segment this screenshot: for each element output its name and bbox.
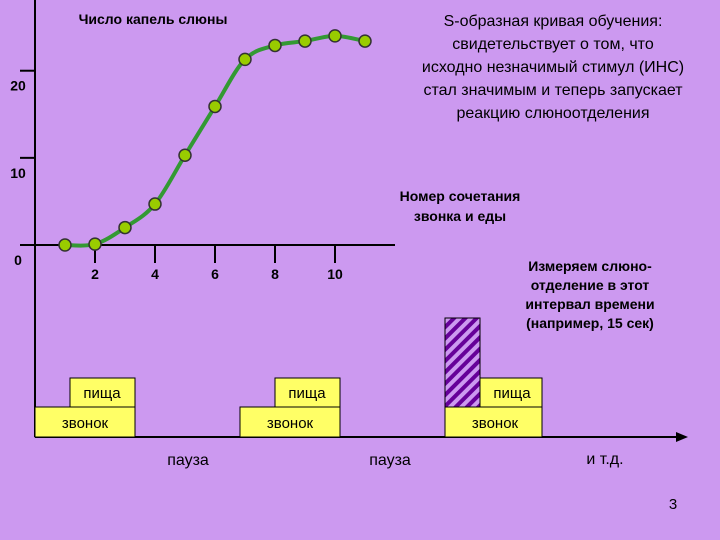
etc-label: и т.д. (586, 451, 623, 468)
x-tick-label: 6 (211, 266, 219, 282)
y-tick-label: 10 (10, 165, 26, 181)
annotation: свидетельствует о том, что (452, 36, 654, 53)
point (208, 99, 222, 114)
x-axis-label: звонка и еды (414, 208, 506, 224)
x-tick-label: 4 (151, 266, 159, 282)
food-label: пища (493, 385, 531, 402)
measure-note: интервал времени (525, 296, 654, 312)
bell-box (239, 406, 341, 438)
food-label: пища (83, 385, 121, 402)
point (88, 237, 102, 251)
annotation: реакцию слюноотделения (456, 105, 649, 122)
time-arrow (676, 432, 688, 442)
page-number: 3 (669, 496, 677, 513)
chart-title: Число капель слюны (79, 11, 228, 27)
bell-label: звонок (267, 415, 314, 432)
annotation: стал значимым и теперь запускает (423, 82, 683, 99)
point (118, 220, 132, 235)
measure-note: Измеряем слюно- (528, 258, 652, 274)
y-tick-label: 0 (14, 252, 22, 268)
annotation: исходно незначимый стимул (ИНС) (422, 59, 684, 76)
measure-interval (444, 317, 481, 408)
point (268, 38, 282, 53)
annotation: S-образная кривая обучения: (444, 13, 663, 30)
bell-box (444, 406, 543, 438)
point (328, 29, 342, 43)
food-label: пища (288, 385, 326, 402)
x-tick-label: 8 (271, 266, 279, 282)
bell-label: звонок (62, 415, 109, 432)
x-tick-label: 2 (91, 266, 99, 282)
point (298, 34, 312, 48)
x-tick-label: 10 (327, 266, 343, 282)
bell-box (34, 406, 136, 438)
measure-note: (например, 15 сек) (526, 315, 654, 331)
point (238, 52, 252, 67)
pause-label: пауза (369, 452, 411, 469)
point (178, 148, 192, 162)
measure-note: отделение в этот (531, 277, 650, 293)
food-box (479, 377, 543, 408)
y-tick-label: 20 (10, 78, 26, 94)
point (148, 197, 162, 211)
pause-label: пауза (167, 452, 209, 469)
point (358, 34, 372, 48)
bell-label: звонок (472, 415, 519, 432)
x-axis-label: Номер сочетания (400, 188, 521, 204)
point (58, 238, 72, 252)
